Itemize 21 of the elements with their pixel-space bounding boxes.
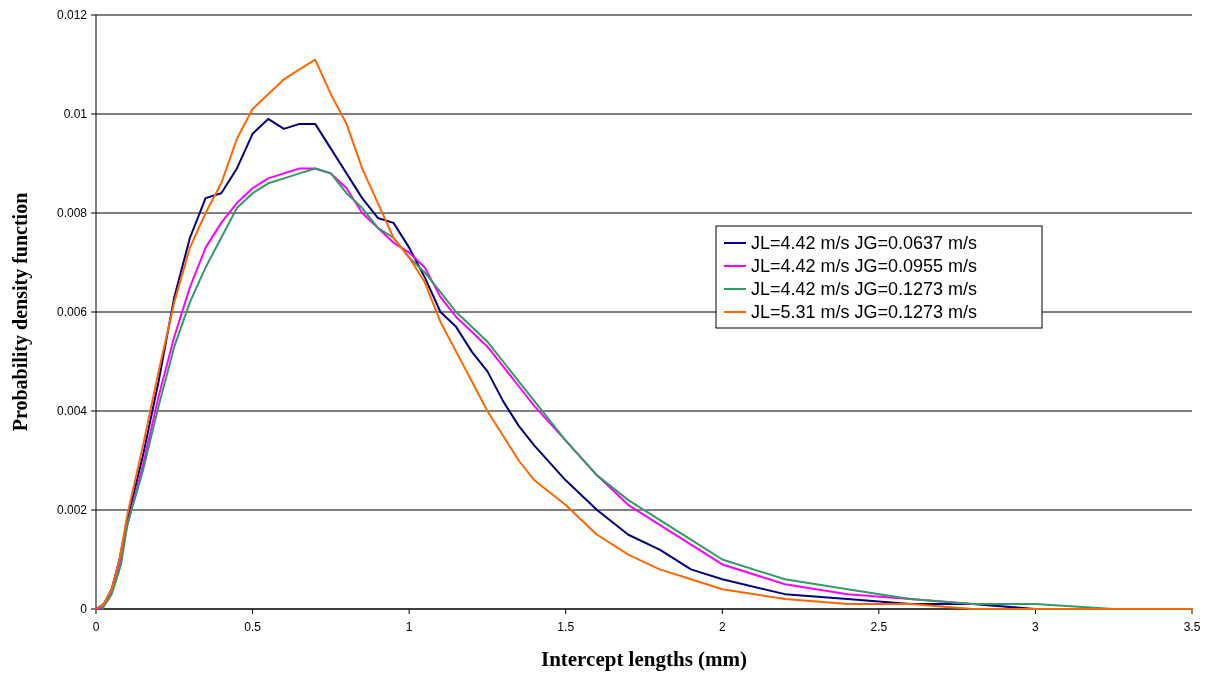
y-tick-label: 0 bbox=[80, 602, 88, 617]
x-tick-label: 1 bbox=[405, 620, 413, 634]
x-tick-label: 1.5 bbox=[557, 620, 575, 634]
y-tick-label: 0.012 bbox=[56, 8, 88, 23]
x-tick-label: 2 bbox=[718, 620, 726, 634]
y-tick-label: 0.008 bbox=[56, 206, 88, 221]
legend-label: JL=4.42 m/s JG=0.0955 m/s bbox=[751, 256, 978, 277]
y-tick-label: 0.01 bbox=[63, 107, 88, 122]
y-tick-label: 0.004 bbox=[56, 404, 88, 419]
legend-label: JL=4.42 m/s JG=0.0637 m/s bbox=[751, 233, 978, 254]
legend-label: JL=5.31 m/s JG=0.1273 m/s bbox=[751, 302, 978, 323]
y-axis-title: Probability density function bbox=[9, 192, 32, 432]
legend-label: JL=4.42 m/s JG=0.1273 m/s bbox=[751, 279, 978, 300]
x-tick-label: 2.5 bbox=[870, 620, 888, 634]
x-tick-label: 0.5 bbox=[244, 620, 262, 634]
x-axis-title: Intercept lengths (mm) bbox=[540, 647, 748, 671]
x-tick-label: 0 bbox=[92, 620, 100, 634]
y-tick-label: 0.002 bbox=[56, 503, 88, 518]
y-tick-label: 0.006 bbox=[56, 305, 88, 320]
x-tick-label: 3.5 bbox=[1183, 620, 1201, 634]
x-tick-label: 3 bbox=[1032, 620, 1040, 634]
